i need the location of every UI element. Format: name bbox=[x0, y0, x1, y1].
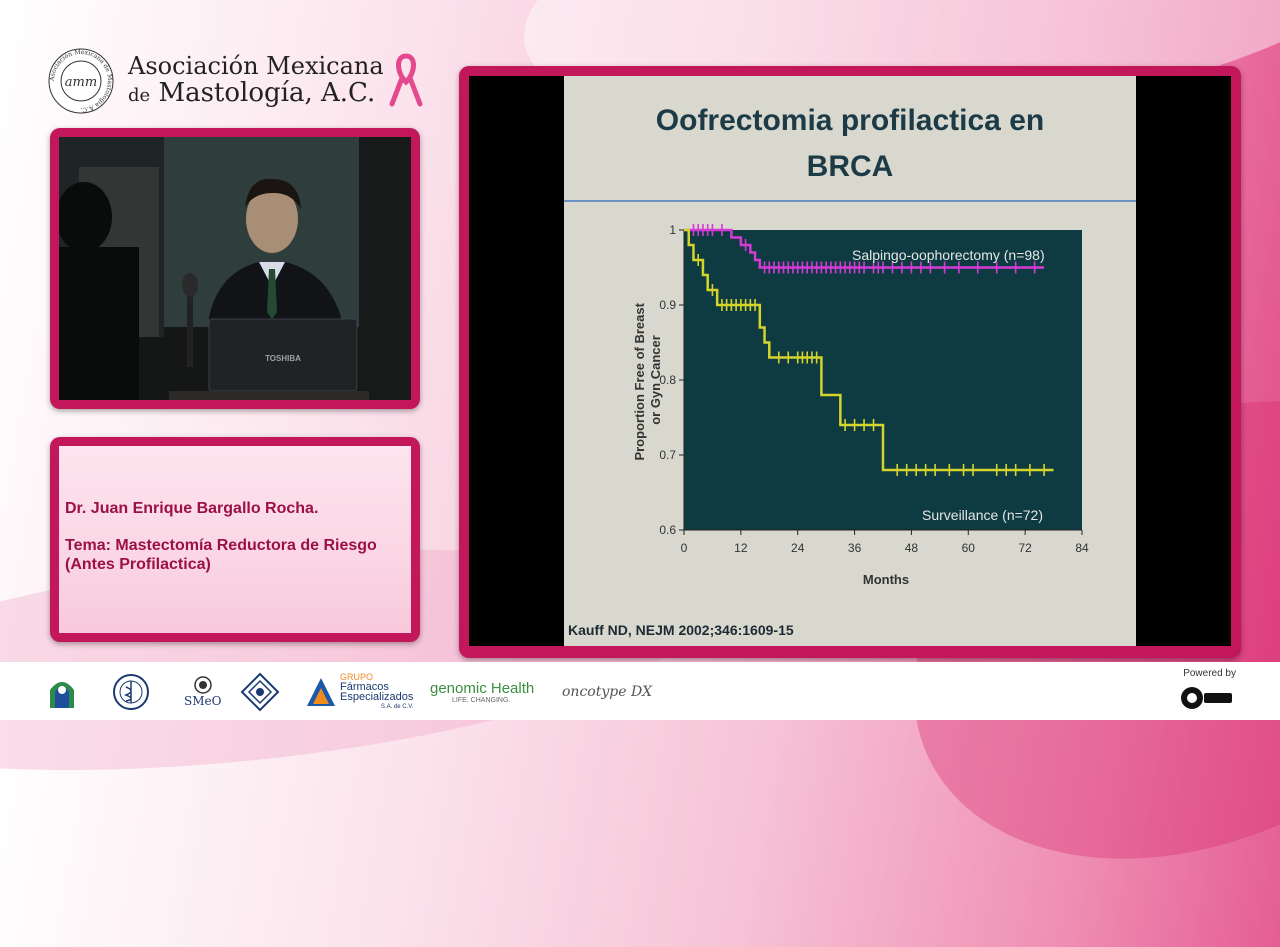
talk-topic: Tema: Mastectomía Reductora de Riesgo (A… bbox=[65, 537, 377, 573]
x-tick-label: 84 bbox=[1075, 541, 1089, 555]
org-name-prefix: de bbox=[128, 85, 151, 106]
sponsor-text-sadecv: S.A. de C.V. bbox=[380, 704, 414, 710]
sponsor-text-oncotype: oncotype DX bbox=[562, 684, 653, 700]
org-name-main: Mastología, A.C. bbox=[158, 78, 376, 108]
medical-seal-icon bbox=[113, 674, 149, 710]
speaker-info-panel: Dr. Juan Enrique Bargallo Rocha. Tema: M… bbox=[50, 437, 420, 642]
powered-by-label: Powered by bbox=[1183, 668, 1236, 679]
slide-citation: Kauff ND, NEJM 2002;346:1609-15 bbox=[568, 622, 794, 638]
series-label-salpingo: Salpingo-oophorectomy (n=98) bbox=[852, 247, 1045, 263]
smeo-emblem-icon bbox=[193, 676, 212, 694]
sponsor-text-smeo: SMeO bbox=[184, 694, 222, 708]
sponsor-logo-1[interactable] bbox=[44, 674, 80, 710]
sponsor-footer: SMeO GRUPO Fármacos Especializados S.A. … bbox=[0, 662, 1280, 720]
x-axis-label: Months bbox=[863, 572, 909, 587]
x-tick-label: 36 bbox=[848, 541, 862, 555]
x-tick-label: 12 bbox=[734, 541, 748, 555]
sponsor-logo-4[interactable] bbox=[240, 672, 280, 712]
y-axis-ticks: 0.6 0.7 0.8 0.9 1 bbox=[659, 223, 684, 537]
plot-background bbox=[684, 230, 1082, 530]
speaker-video[interactable]: TOSHIBA bbox=[59, 137, 411, 400]
y-tick-label: 0.6 bbox=[659, 523, 676, 537]
series-line-0 bbox=[684, 228, 1045, 269]
y-tick-label: 0.9 bbox=[659, 298, 676, 312]
video-panel: TOSHIBA bbox=[50, 128, 420, 409]
slide-title-line1: Oofrectomia profilactica en bbox=[655, 104, 1045, 137]
sponsor-logo-farmacos[interactable]: GRUPO Fármacos Especializados S.A. de C.… bbox=[305, 672, 413, 712]
broadcaster-logo-icon[interactable] bbox=[1178, 682, 1236, 714]
sponsor-logo-smeo[interactable]: SMeO bbox=[184, 674, 221, 710]
y-tick-label: 0.7 bbox=[659, 448, 676, 462]
pink-ribbon-icon bbox=[389, 53, 423, 107]
chart-series bbox=[684, 224, 1054, 476]
sponsor-logo-2[interactable] bbox=[112, 674, 150, 710]
org-name-line1: Asociación Mexicana bbox=[128, 52, 384, 80]
sponsor-text-grupo: GRUPO bbox=[340, 672, 374, 682]
sponsor-emblem-icon bbox=[50, 682, 74, 708]
speaker-info-card: Dr. Juan Enrique Bargallo Rocha. Tema: M… bbox=[59, 446, 411, 633]
org-name-line2: de Mastología, A.C. bbox=[128, 78, 375, 108]
sponsor-logo-genomic-health[interactable]: genomic Health LIFE. CHANGING. bbox=[430, 674, 534, 710]
x-tick-label: 48 bbox=[905, 541, 919, 555]
y-axis-label: Proportion Free of Breast or Gyn Cancer bbox=[632, 299, 663, 460]
farmacos-text-block: GRUPO Fármacos Especializados S.A. de C.… bbox=[340, 672, 413, 712]
y-tick-label: 0.8 bbox=[659, 373, 676, 387]
diamond-emblem-icon bbox=[240, 672, 280, 712]
speaker-name: Dr. Juan Enrique Bargallo Rocha. bbox=[65, 500, 319, 517]
sponsor-logo-oncotype[interactable]: oncotype DX bbox=[562, 674, 652, 710]
seal-monogram: amm bbox=[65, 75, 97, 90]
y-tick-label: 1 bbox=[669, 223, 676, 237]
kaplan-meier-chart: 0.6 0.7 0.8 0.9 1 0 12 24 36 48 60 72 84 Salpingo-o… bbox=[632, 223, 1089, 587]
slide-title: Oofrectomia profilactica en BRCA bbox=[564, 98, 1136, 190]
x-tick-label: 72 bbox=[1018, 541, 1032, 555]
sponsor-text-life-changing: LIFE. CHANGING. bbox=[452, 697, 511, 704]
series-label-surveillance: Surveillance (n=72) bbox=[922, 507, 1043, 523]
association-logo: Asociación Mexicana de Mastología A.C. a… bbox=[48, 48, 428, 118]
slide-viewport[interactable]: Oofrectomia profilactica en BRCA 0.6 0.7 0… bbox=[469, 76, 1231, 646]
sponsor-text-genomic-health: genomic Health bbox=[430, 680, 535, 697]
association-seal-icon: Asociación Mexicana de Mastología A.C. a… bbox=[48, 48, 114, 114]
sponsor-text-farmacos: Fármacos bbox=[340, 681, 389, 693]
slide-panel: Oofrectomia profilactica en BRCA 0.6 0.7 0… bbox=[459, 66, 1241, 658]
x-tick-label: 60 bbox=[962, 541, 976, 555]
farmacos-emblem-icon bbox=[307, 678, 335, 706]
slide-divider bbox=[564, 200, 1136, 202]
x-tick-label: 0 bbox=[681, 541, 688, 555]
slide-title-line2: BRCA bbox=[806, 150, 894, 183]
slide: Oofrectomia profilactica en BRCA 0.6 0.7 0… bbox=[564, 76, 1136, 646]
laptop-brand-label: TOSHIBA bbox=[265, 354, 301, 363]
series-line-1 bbox=[684, 228, 1054, 472]
sponsor-text-especializados: Especializados bbox=[340, 691, 414, 703]
x-tick-label: 24 bbox=[791, 541, 805, 555]
x-axis-ticks: 0 12 24 36 48 60 72 84 bbox=[681, 530, 1089, 555]
